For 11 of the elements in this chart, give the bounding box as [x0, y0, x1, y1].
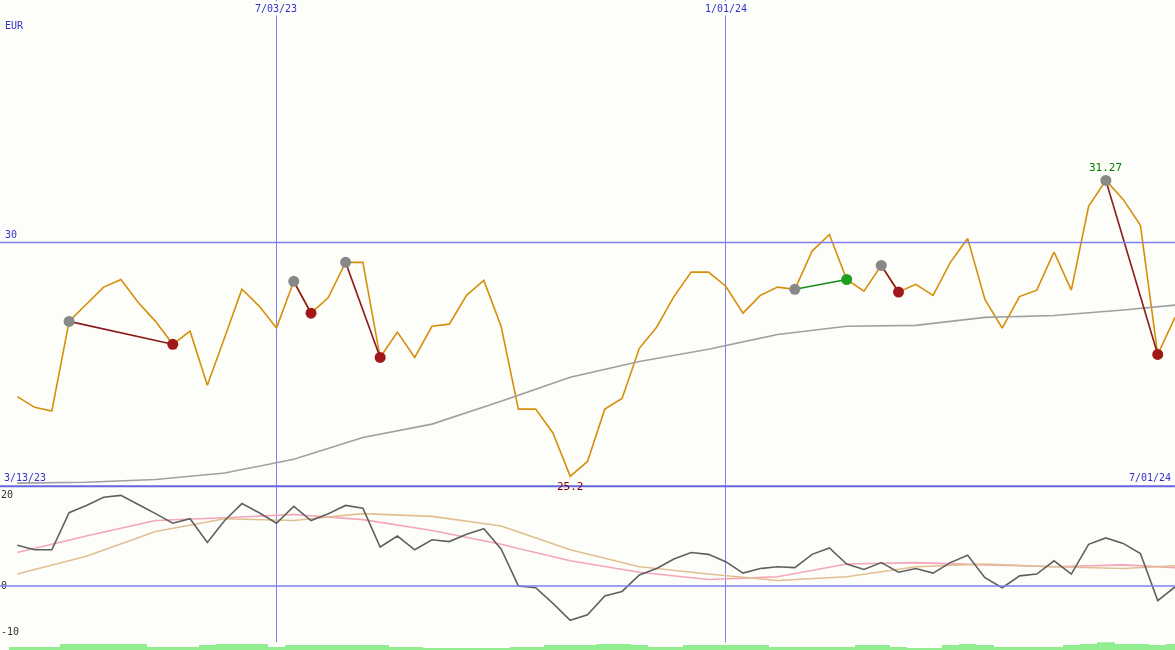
y-tick-label: 20 — [1, 488, 14, 500]
y-tick-label: 0 — [1, 580, 8, 592]
annotation: 31.27 — [1089, 161, 1123, 174]
x-tick-label: 7/03/23 — [255, 3, 298, 14]
x-tick-label: 1/01/24 — [705, 3, 748, 14]
annotation: 3/13/23 — [4, 472, 47, 483]
annotation: 7/01/24 — [1129, 472, 1172, 483]
annotation: 30 — [5, 229, 18, 240]
text: EUR — [5, 20, 25, 31]
y-tick-label: -10 — [1, 626, 20, 638]
annotation: 25.2 — [557, 480, 584, 493]
